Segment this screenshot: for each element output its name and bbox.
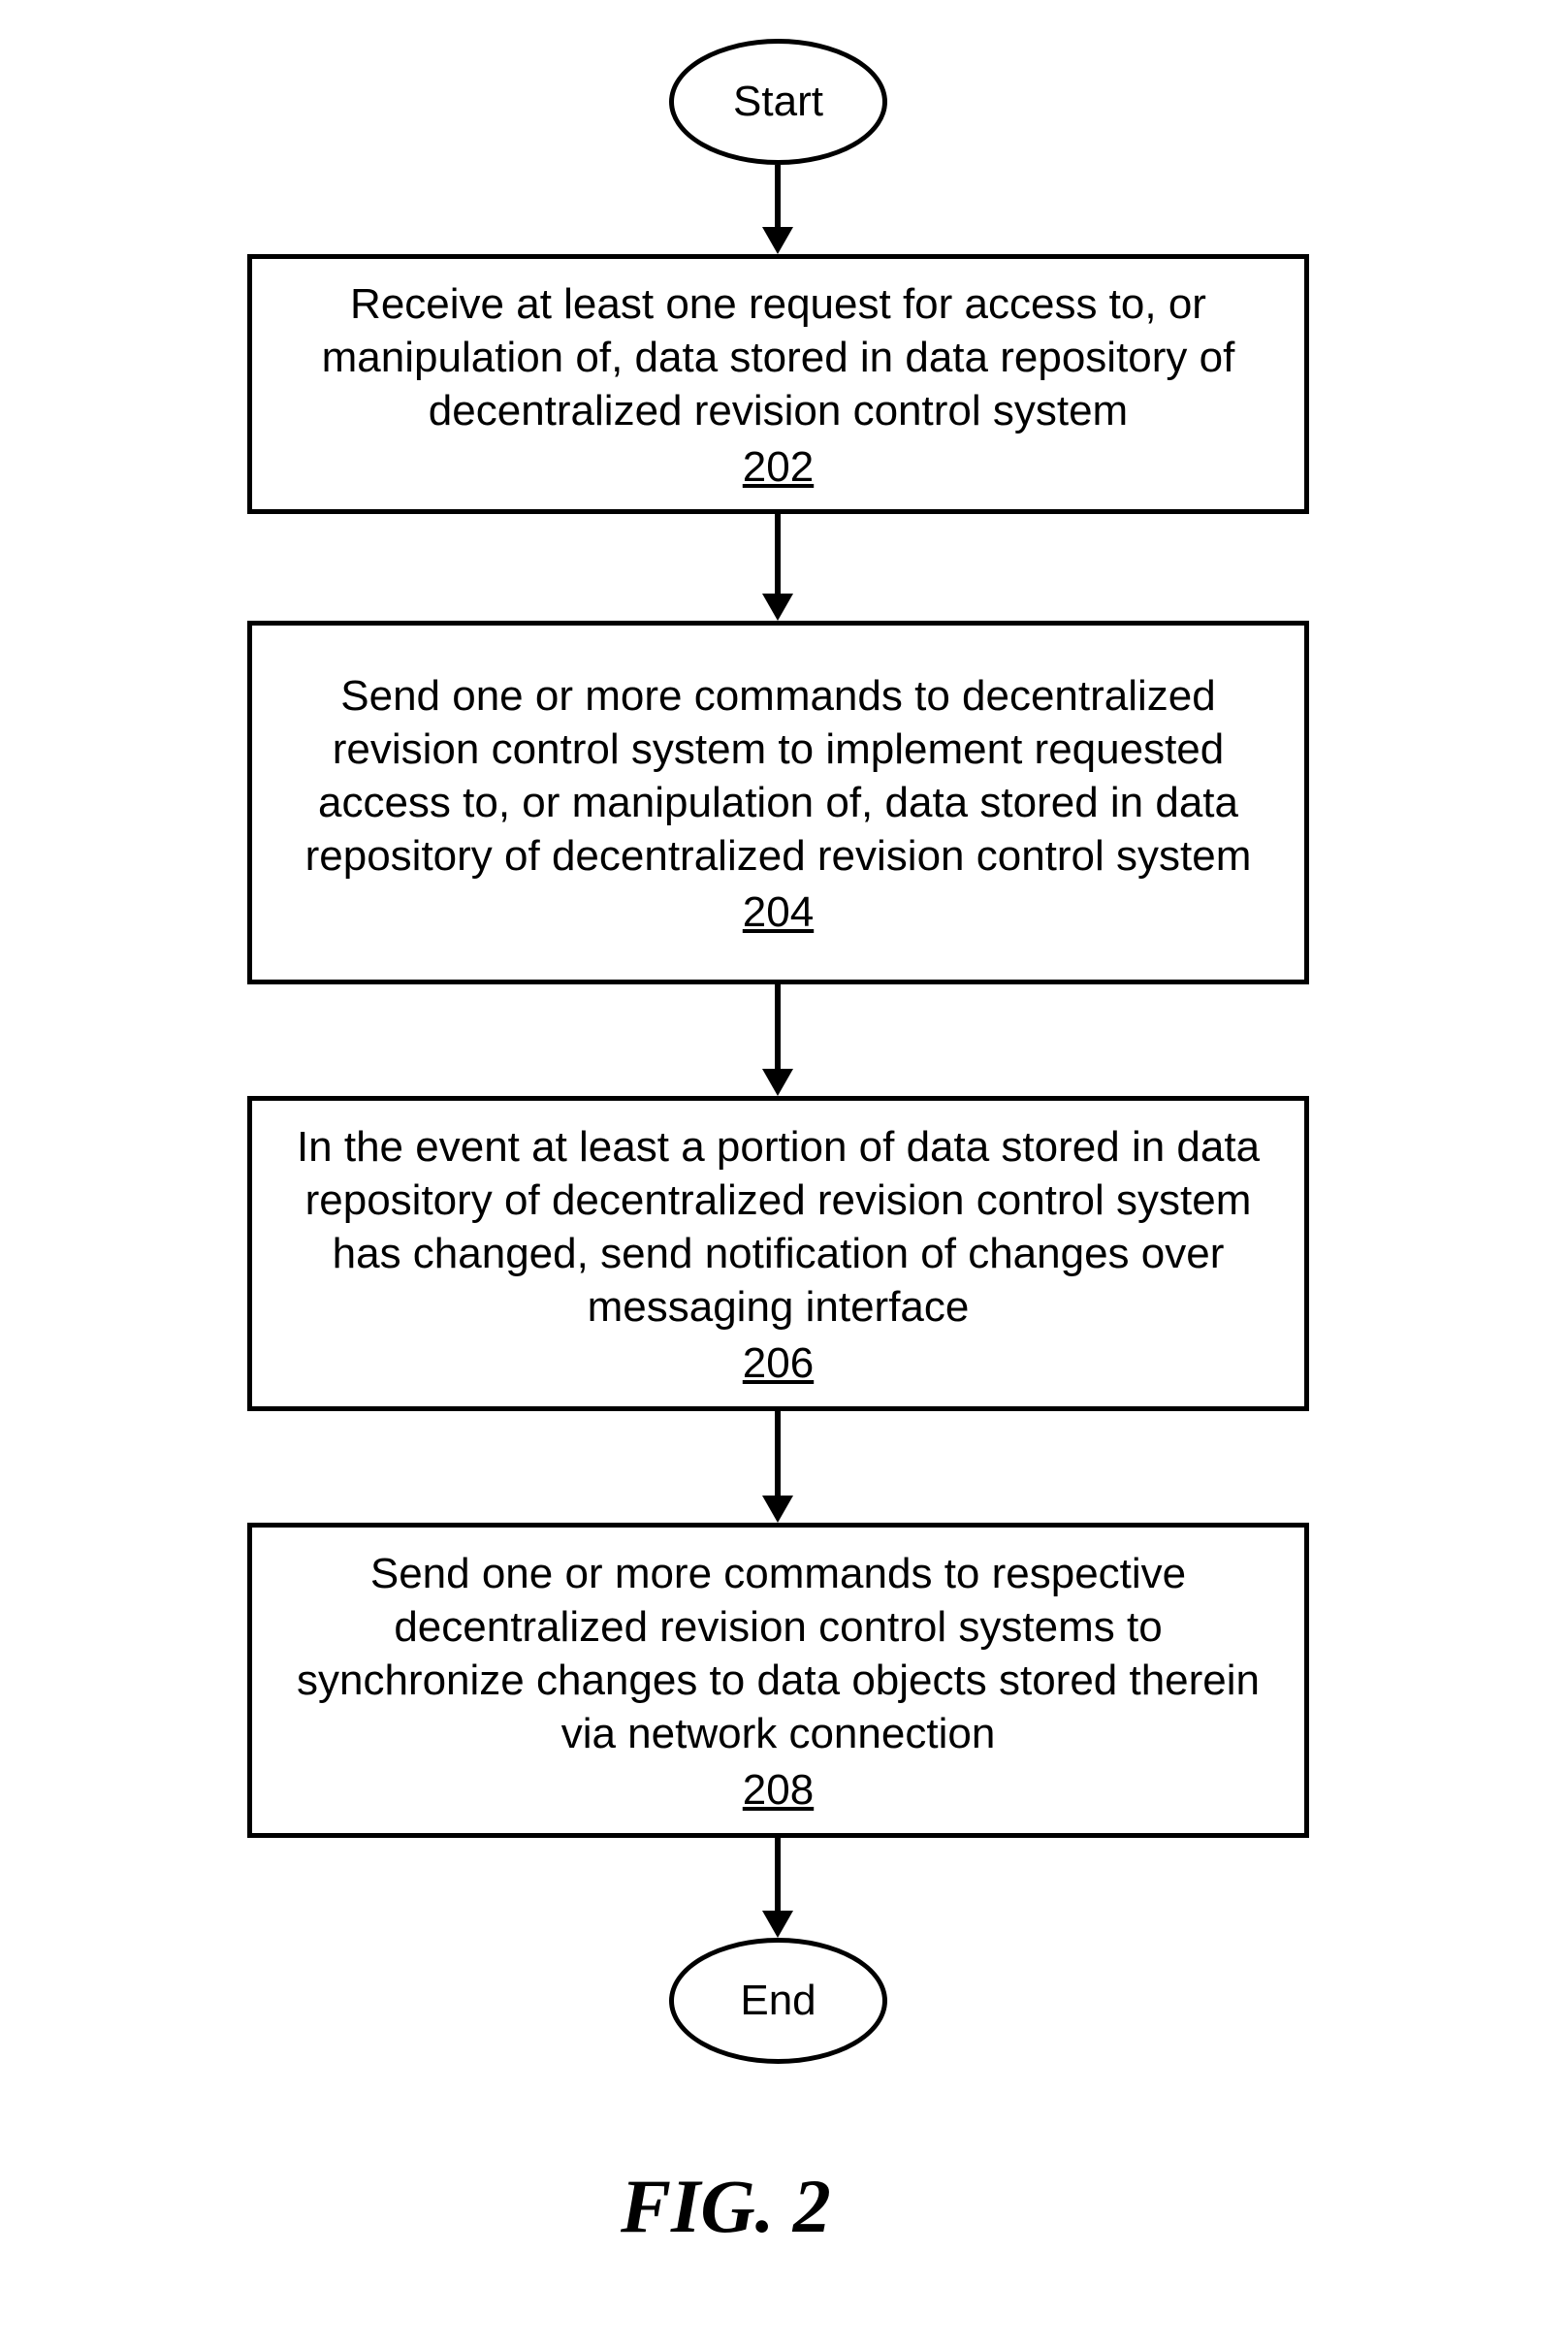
process-208-text: Send one or more commands to respective … (281, 1547, 1275, 1760)
process-208-ref: 208 (743, 1766, 814, 1815)
process-206-text: In the event at least a portion of data … (281, 1120, 1275, 1334)
edge-start-202 (775, 165, 781, 227)
process-206: In the event at least a portion of data … (247, 1096, 1309, 1411)
edge-206-208 (775, 1411, 781, 1496)
terminator-start-label: Start (733, 78, 823, 126)
edge-208-end (775, 1838, 781, 1911)
edge-208-end-head (762, 1911, 793, 1938)
process-204-text: Send one or more commands to decentraliz… (281, 669, 1275, 883)
process-204-ref: 204 (743, 888, 814, 937)
edge-204-206-head (762, 1069, 793, 1096)
process-202-text: Receive at least one request for access … (281, 277, 1275, 437)
process-202: Receive at least one request for access … (247, 254, 1309, 514)
edge-206-208-head (762, 1496, 793, 1523)
edge-start-202-head (762, 227, 793, 254)
terminator-start: Start (669, 39, 887, 165)
edge-204-206 (775, 984, 781, 1069)
process-202-ref: 202 (743, 443, 814, 492)
edge-202-204-head (762, 594, 793, 621)
terminator-end-label: End (740, 1977, 816, 2025)
flowchart-canvas: Start Receive at least one request for a… (0, 0, 1568, 2349)
process-204: Send one or more commands to decentraliz… (247, 621, 1309, 984)
figure-caption: FIG. 2 (621, 2163, 831, 2250)
process-206-ref: 206 (743, 1339, 814, 1388)
process-208: Send one or more commands to respective … (247, 1523, 1309, 1838)
terminator-end: End (669, 1938, 887, 2064)
edge-202-204 (775, 514, 781, 594)
